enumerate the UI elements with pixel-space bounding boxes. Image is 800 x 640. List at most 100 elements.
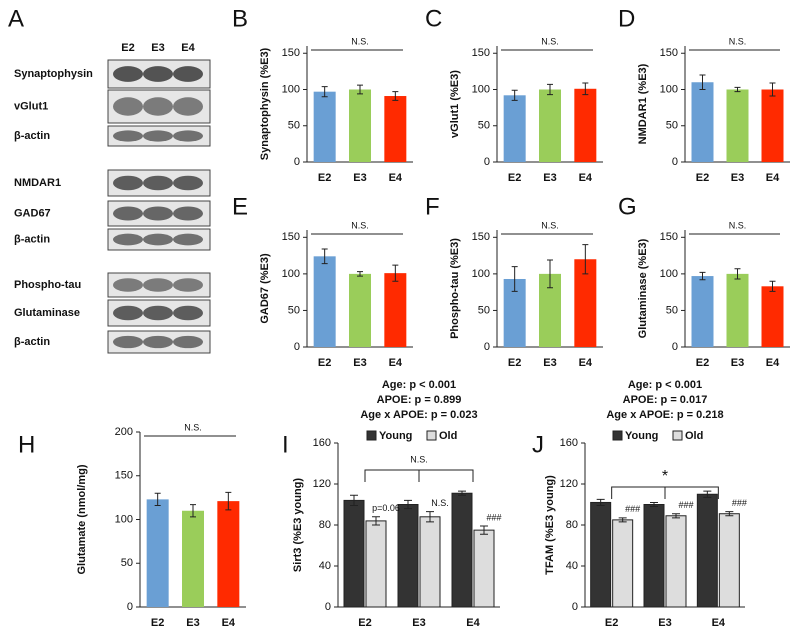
- bar: [761, 286, 784, 347]
- bar: [726, 89, 749, 162]
- error-bar: [357, 271, 363, 277]
- blot-band: [173, 97, 203, 116]
- bar: [503, 95, 526, 162]
- bar: [574, 259, 597, 347]
- x-tick-label: E2: [318, 357, 331, 369]
- y-tick-label: 100: [660, 268, 678, 280]
- error-bar: [225, 491, 232, 511]
- y-axis-label: TFAM (%E3 young): [544, 475, 556, 575]
- bar: [313, 91, 336, 162]
- blot-label: β-actin: [14, 336, 50, 348]
- bar-annotation: ###: [732, 498, 747, 508]
- blot-band: [143, 233, 173, 246]
- y-tick-label: 0: [325, 601, 331, 613]
- bar: [343, 499, 365, 608]
- x-tick-label: E2: [605, 617, 618, 629]
- y-tick-label: 0: [294, 341, 300, 353]
- bar: [574, 88, 597, 162]
- error-bar: [699, 271, 706, 281]
- annotation: N.S.: [729, 220, 747, 230]
- bar: [182, 510, 204, 607]
- blot-band: [143, 175, 173, 191]
- blot-label: Glutaminase: [14, 307, 80, 319]
- blot-band: [173, 66, 203, 82]
- x-tick-label: E4: [766, 172, 780, 184]
- bar: [473, 529, 495, 608]
- y-tick-label: 50: [666, 120, 678, 132]
- blot-band: [173, 278, 203, 292]
- bar-annotation: ###: [678, 500, 693, 510]
- bar: [691, 276, 714, 347]
- error-bar: [392, 264, 399, 282]
- panel-letter: A: [8, 5, 24, 32]
- x-tick-label: E4: [712, 617, 726, 629]
- error-bar: [769, 280, 776, 292]
- stat-text: APOE: p = 0.899: [377, 394, 462, 406]
- error-bar: [582, 244, 589, 275]
- y-tick-label: 150: [660, 47, 678, 59]
- error-bar: [547, 83, 553, 96]
- x-tick-label: E4: [579, 357, 593, 369]
- legend-label: Old: [439, 430, 457, 442]
- error-bar: [582, 82, 589, 96]
- error-bar: [480, 525, 488, 535]
- y-tick-label: 0: [672, 341, 678, 353]
- bar: [349, 273, 371, 347]
- y-tick-label: 200: [115, 426, 133, 438]
- legend-swatch: [612, 430, 623, 441]
- panel-letter: H: [18, 431, 35, 458]
- y-tick-label: 160: [313, 437, 331, 449]
- y-tick-label: 50: [288, 120, 300, 132]
- bar: [691, 82, 714, 162]
- x-tick-label: E4: [389, 357, 403, 369]
- bracket: [364, 469, 474, 482]
- annotation: N.S.: [351, 220, 369, 230]
- y-axis-label: vGlut1 (%E3): [449, 70, 461, 138]
- y-tick-label: 100: [115, 513, 133, 525]
- y-axis-label: NMDAR1 (%E3): [637, 63, 649, 144]
- stat-text: Age x APOE: p = 0.023: [360, 409, 477, 421]
- bar: [451, 492, 473, 608]
- error-bar: [458, 490, 466, 496]
- blot-band: [143, 335, 173, 349]
- x-tick-label: E3: [731, 172, 744, 184]
- y-tick-label: 0: [672, 156, 678, 168]
- error-bar: [703, 490, 712, 498]
- bar-annotation: ###: [486, 512, 501, 522]
- stat-text: APOE: p = 0.017: [623, 394, 708, 406]
- x-tick-label: E3: [412, 617, 425, 629]
- bar: [384, 96, 407, 162]
- bar: [397, 504, 419, 608]
- error-bar: [725, 511, 734, 517]
- y-axis-label: Glutaminase (%E3): [637, 238, 649, 338]
- bar: [665, 515, 687, 608]
- blot-label: Synaptophysin: [14, 68, 93, 80]
- stat-text: Age: p < 0.001: [628, 379, 702, 391]
- legend-swatch: [672, 430, 683, 441]
- error-bar: [392, 91, 399, 101]
- bar-annotation: p=0.06: [372, 503, 400, 513]
- panel-letter: G: [618, 193, 637, 220]
- y-axis-label: GAD67 (%E3): [259, 253, 271, 324]
- x-tick-label: E4: [389, 172, 403, 184]
- annotation: N.S.: [729, 36, 747, 46]
- annotation: N.S.: [184, 422, 202, 432]
- y-tick-label: 100: [282, 268, 300, 280]
- legend-swatch: [426, 430, 437, 441]
- error-bar: [511, 89, 518, 101]
- y-tick-label: 0: [127, 601, 133, 613]
- y-axis-label: Synaptophysin (%E3): [259, 47, 271, 160]
- y-tick-label: 80: [566, 519, 578, 531]
- y-axis-label: Glutamate (nmol/mg): [76, 464, 88, 574]
- error-bar: [350, 494, 358, 507]
- panel-letter: B: [232, 5, 248, 32]
- y-tick-label: 50: [478, 120, 490, 132]
- bar: [612, 519, 634, 608]
- y-tick-label: 0: [484, 341, 490, 353]
- y-tick-label: 0: [484, 156, 490, 168]
- x-tick-label: E3: [543, 357, 556, 369]
- bar: [726, 273, 749, 347]
- blot-band: [113, 305, 143, 321]
- y-tick-label: 150: [472, 231, 490, 243]
